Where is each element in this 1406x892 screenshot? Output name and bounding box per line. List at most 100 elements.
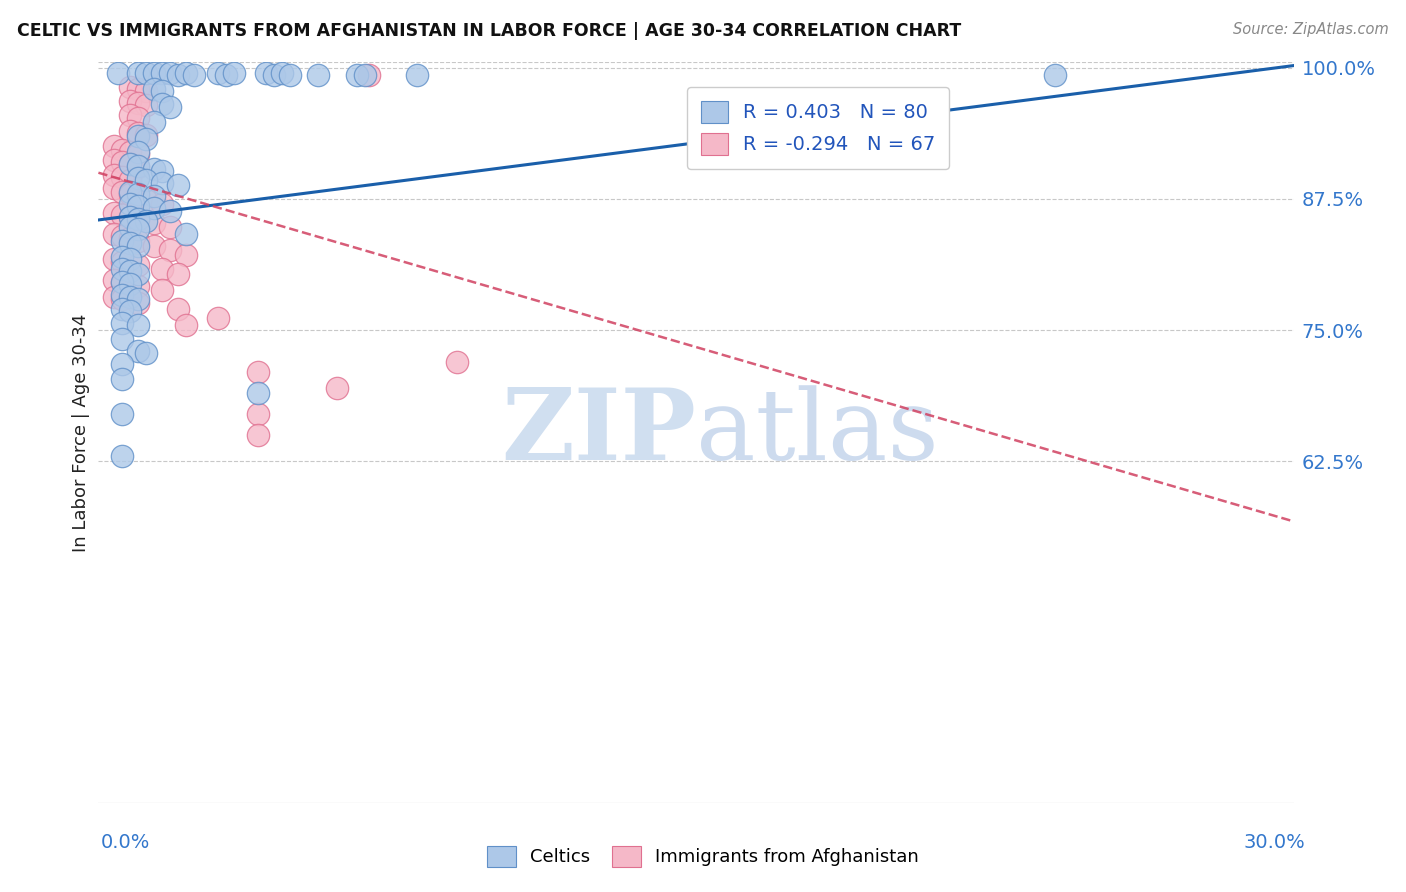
Point [150,283,173,297]
Point [111,287,134,301]
Point [127,96,149,111]
Point [150,197,173,211]
Point [127,279,149,293]
Point [127,128,149,143]
Legend: Celtics, Immigrants from Afghanistan: Celtics, Immigrants from Afghanistan [479,838,927,874]
Point [111,371,134,385]
Point [127,171,149,186]
Point [270,66,292,80]
Point [254,66,277,80]
Legend: R = 0.403   N = 80, R = -0.294   N = 67: R = 0.403 N = 80, R = -0.294 N = 67 [688,87,949,169]
Point [111,143,134,157]
Point [111,155,134,169]
Point [354,68,377,82]
Point [167,178,190,193]
Point [446,355,468,369]
Point [150,66,173,80]
Point [135,193,157,207]
Point [111,255,134,269]
Point [127,199,149,213]
Point [111,292,134,306]
Point [143,202,166,216]
Point [111,357,134,371]
Point [246,428,269,442]
Point [135,346,157,360]
Point [135,98,157,112]
Text: ZIP: ZIP [501,384,696,481]
Point [103,227,125,241]
Point [174,66,197,80]
Point [111,276,134,290]
Point [111,228,134,243]
Point [143,81,166,95]
Point [150,262,173,277]
Point [120,220,142,235]
Point [103,205,125,219]
Point [135,132,157,146]
Point [135,173,157,187]
Point [127,66,149,80]
Point [346,68,368,82]
Point [143,161,166,176]
Point [111,208,134,222]
Point [174,318,197,332]
Point [120,264,142,278]
Point [111,316,134,330]
Point [111,234,134,248]
Point [120,145,142,159]
Point [120,277,142,291]
Point [120,186,142,201]
Point [103,252,125,266]
Point [246,407,269,421]
Point [127,318,149,332]
Point [183,68,205,82]
Point [143,189,166,203]
Point [159,99,181,113]
Point [120,157,142,171]
Point [159,244,181,258]
Text: CELTIC VS IMMIGRANTS FROM AFGHANISTAN IN LABOR FORCE | AGE 30-34 CORRELATION CHA: CELTIC VS IMMIGRANTS FROM AFGHANISTAN IN… [17,22,962,40]
Point [120,108,142,122]
Point [150,176,173,190]
Point [127,344,149,359]
Point [120,95,142,109]
Point [307,68,329,82]
Point [120,304,142,318]
Point [103,273,125,287]
Point [120,197,142,211]
Point [120,231,142,245]
Point [103,181,125,195]
Point [326,381,349,395]
Point [120,252,142,266]
Point [222,66,245,80]
Point [111,262,134,277]
Point [120,124,142,138]
Y-axis label: In Labor Force | Age 30-34: In Labor Force | Age 30-34 [72,313,90,552]
Point [174,247,197,261]
Point [127,161,149,175]
Point [159,203,181,218]
Point [111,169,134,184]
Point [174,227,197,241]
Point [207,310,229,325]
Point [135,66,157,80]
Point [127,222,149,236]
Point [120,235,142,250]
Point [159,66,181,80]
Point [111,407,134,421]
Point [103,290,125,304]
Point [127,126,149,140]
Point [143,115,166,129]
Point [111,185,134,199]
Point [127,145,149,159]
Point [159,220,181,235]
Text: Source: ZipAtlas.com: Source: ZipAtlas.com [1233,22,1389,37]
Point [127,211,149,226]
Point [150,97,173,112]
Point [127,292,149,306]
Point [143,216,166,230]
Point [120,185,142,199]
Point [143,66,166,80]
Point [127,296,149,310]
Point [167,267,190,281]
